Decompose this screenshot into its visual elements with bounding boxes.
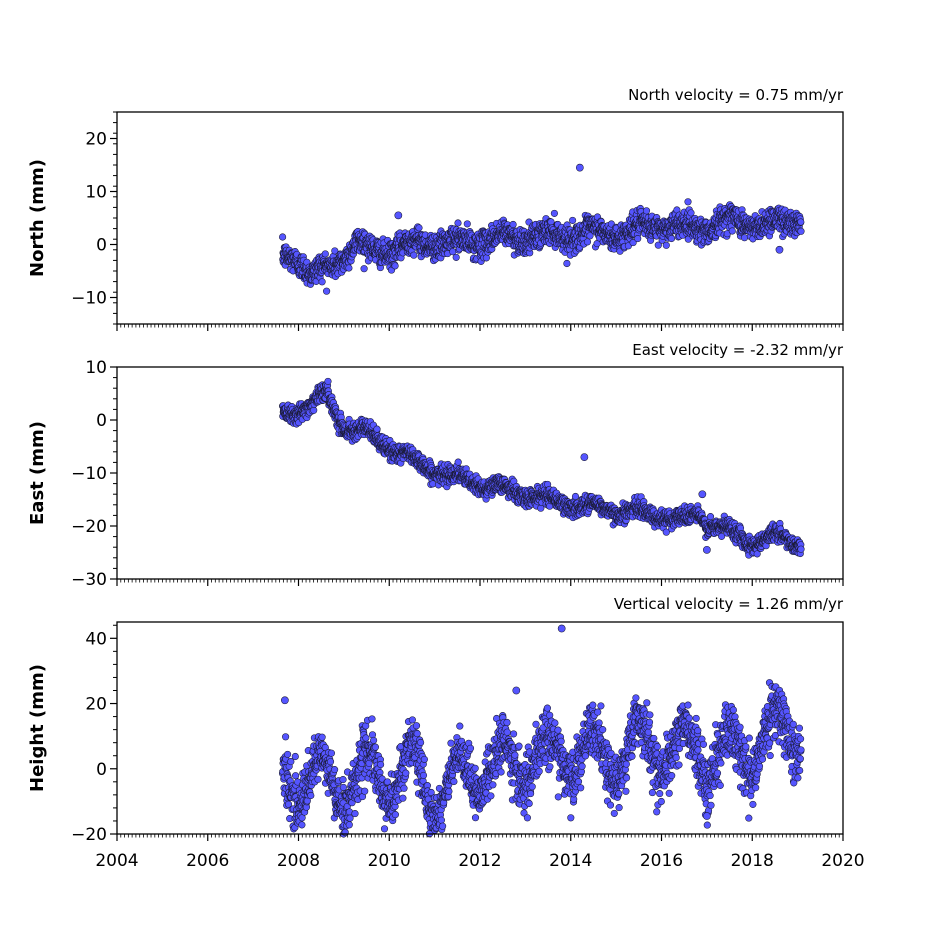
north-ylabel: North (mm)	[27, 159, 48, 277]
data-point	[569, 216, 577, 224]
north-panel: North velocity = 0.75 mm/yr North (mm) −…	[27, 86, 844, 331]
data-point	[667, 234, 676, 243]
data-point	[547, 218, 555, 226]
data-point	[454, 219, 462, 227]
data-point	[797, 227, 805, 235]
data-point	[279, 233, 287, 241]
data-point	[571, 492, 580, 501]
data-point	[410, 251, 418, 259]
outlier-point	[394, 211, 403, 220]
data-point	[331, 247, 339, 255]
data-point	[662, 241, 670, 249]
y-tick-label: −20	[71, 517, 107, 537]
data-point	[321, 250, 329, 258]
north-title: North velocity = 0.75 mm/yr	[628, 86, 844, 104]
data-point	[454, 458, 462, 466]
east-ylabel: East (mm)	[27, 421, 48, 525]
data-point	[415, 224, 423, 232]
north-y-axis: −10 0 10 20	[71, 111, 117, 325]
data-point	[360, 265, 368, 273]
y-tick-label: 0	[96, 236, 107, 256]
data-point	[373, 425, 381, 433]
data-point	[797, 218, 805, 226]
y-tick-label: 10	[85, 358, 107, 378]
data-point	[482, 254, 490, 262]
data-point	[634, 235, 642, 243]
data-point	[642, 207, 651, 215]
data-point	[706, 513, 715, 521]
data-point	[345, 264, 353, 272]
data-point	[318, 278, 326, 286]
data-point	[563, 259, 571, 268]
data-point	[740, 234, 749, 242]
y-tick-label: 0	[96, 411, 107, 431]
north-points	[279, 163, 805, 295]
y-tick-label: 10	[85, 183, 107, 203]
y-tick-label: −30	[71, 570, 107, 590]
data-point	[550, 209, 558, 217]
data-point	[452, 253, 460, 261]
y-tick-label: −10	[71, 464, 107, 484]
data-point	[310, 406, 318, 414]
data-point	[583, 238, 592, 246]
outlier-point	[575, 163, 584, 172]
data-point	[323, 287, 331, 295]
east-title: East velocity = -2.32 mm/yr	[632, 341, 844, 359]
data-point	[728, 227, 736, 235]
y-tick-label: 20	[85, 130, 107, 150]
data-point	[324, 377, 332, 385]
data-point	[684, 198, 692, 206]
data-point	[463, 220, 471, 228]
data-point	[391, 262, 399, 270]
y-tick-label: −10	[71, 289, 107, 309]
outlier-point	[775, 245, 784, 254]
data-point	[509, 220, 517, 229]
